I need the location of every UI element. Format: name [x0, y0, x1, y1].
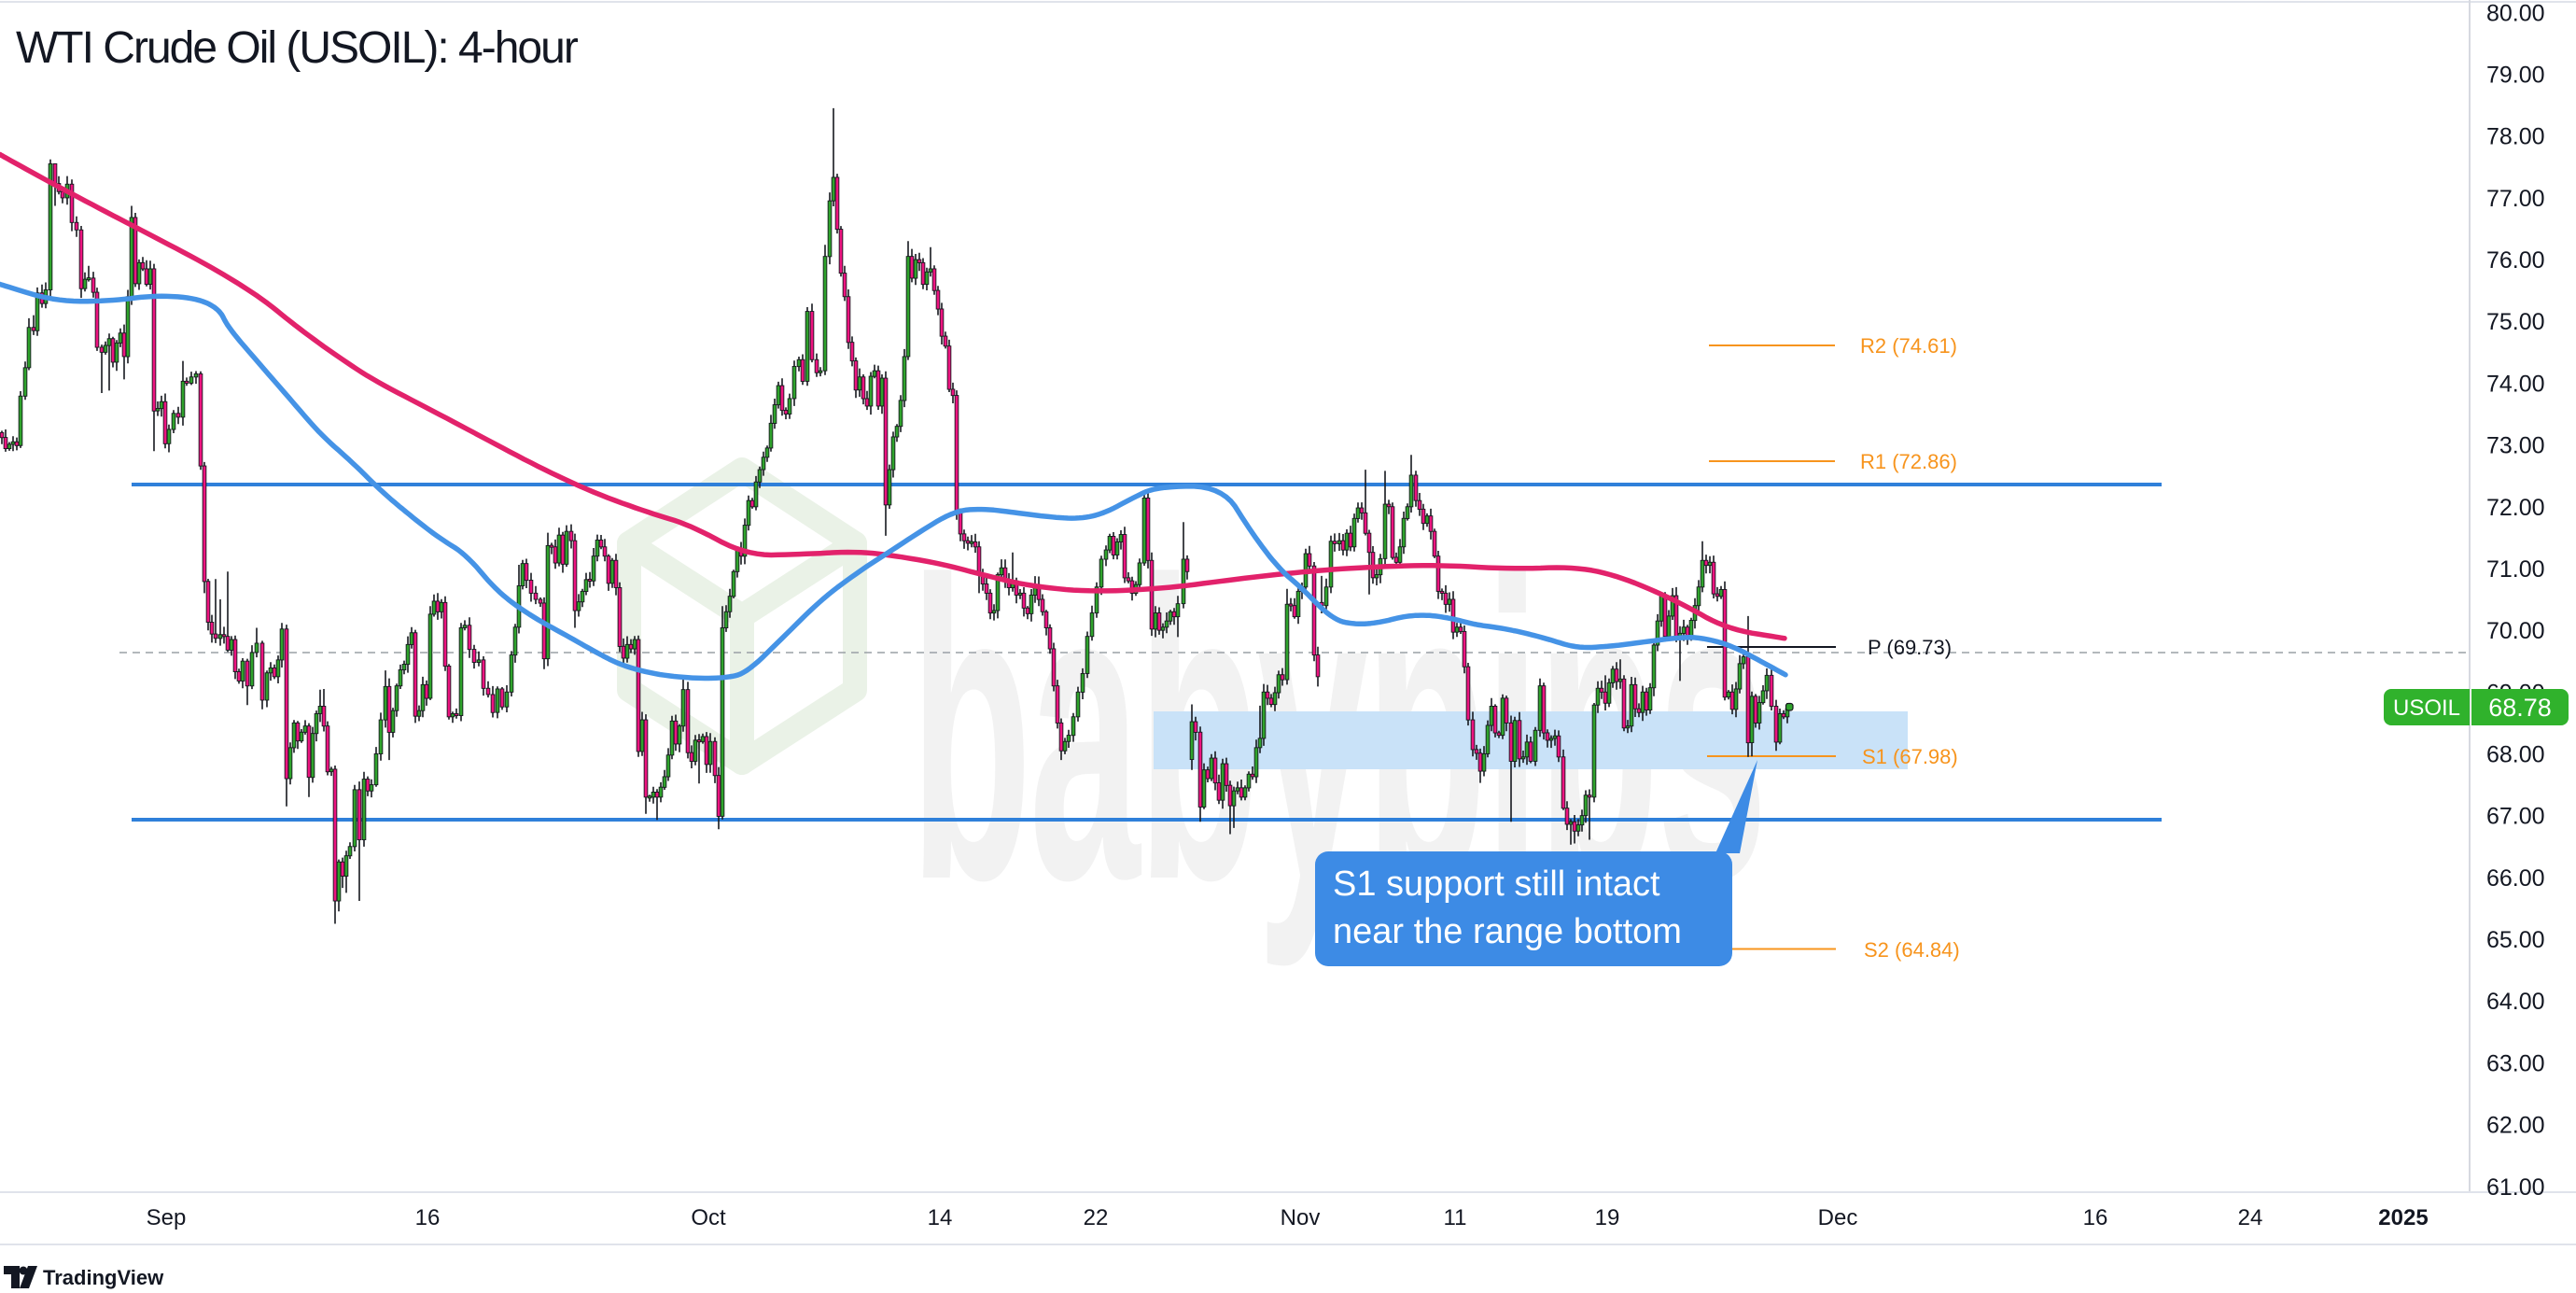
svg-text:68.78: 68.78 [2488, 694, 2552, 722]
svg-text:14: 14 [928, 1205, 953, 1230]
svg-text:74.00: 74.00 [2486, 371, 2545, 397]
svg-text:62.00: 62.00 [2486, 1113, 2545, 1139]
svg-text:61.00: 61.00 [2486, 1174, 2545, 1201]
svg-text:73.00: 73.00 [2486, 433, 2545, 459]
svg-text:S1 support still intact: S1 support still intact [1333, 864, 1660, 904]
svg-text:WTI Crude Oil (USOIL): 4-hour: WTI Crude Oil (USOIL): 4-hour [16, 23, 579, 73]
svg-text:P (69.73): P (69.73) [1868, 636, 1952, 659]
svg-text:66.00: 66.00 [2486, 865, 2545, 892]
svg-text:72.00: 72.00 [2486, 495, 2545, 521]
svg-text:71.00: 71.00 [2486, 556, 2545, 583]
svg-text:near the range bottom: near the range bottom [1333, 912, 1682, 951]
svg-text:16: 16 [2083, 1205, 2108, 1230]
svg-text:24: 24 [2238, 1205, 2263, 1230]
svg-text:79.00: 79.00 [2486, 63, 2545, 89]
svg-text:11: 11 [1444, 1205, 1467, 1230]
svg-text:70.00: 70.00 [2486, 618, 2545, 644]
svg-text:Nov: Nov [1281, 1205, 1321, 1230]
svg-text:Dec: Dec [1818, 1205, 1858, 1230]
svg-text:Sep: Sep [147, 1205, 187, 1230]
svg-text:76.00: 76.00 [2486, 247, 2545, 274]
svg-text:R1 (72.86): R1 (72.86) [1860, 450, 1957, 473]
svg-text:USOIL: USOIL [2393, 696, 2460, 721]
svg-text:78.00: 78.00 [2486, 124, 2545, 150]
svg-text:Oct: Oct [691, 1205, 726, 1230]
svg-text:R2 (74.61): R2 (74.61) [1860, 334, 1957, 358]
svg-text:2025: 2025 [2378, 1205, 2428, 1230]
svg-text:19: 19 [1595, 1205, 1620, 1230]
svg-text:S2 (64.84): S2 (64.84) [1864, 938, 1960, 962]
svg-text:S1 (67.98): S1 (67.98) [1862, 745, 1958, 768]
svg-text:TradingView: TradingView [43, 1266, 164, 1289]
svg-text:22: 22 [1084, 1205, 1109, 1230]
svg-text:75.00: 75.00 [2486, 309, 2545, 335]
svg-text:68.00: 68.00 [2486, 742, 2545, 768]
svg-text:65.00: 65.00 [2486, 927, 2545, 953]
svg-text:63.00: 63.00 [2486, 1050, 2545, 1076]
svg-text:77.00: 77.00 [2486, 186, 2545, 212]
svg-text:16: 16 [415, 1205, 441, 1230]
svg-text:80.00: 80.00 [2486, 0, 2545, 26]
svg-text:67.00: 67.00 [2486, 804, 2545, 830]
svg-text:64.00: 64.00 [2486, 989, 2545, 1015]
